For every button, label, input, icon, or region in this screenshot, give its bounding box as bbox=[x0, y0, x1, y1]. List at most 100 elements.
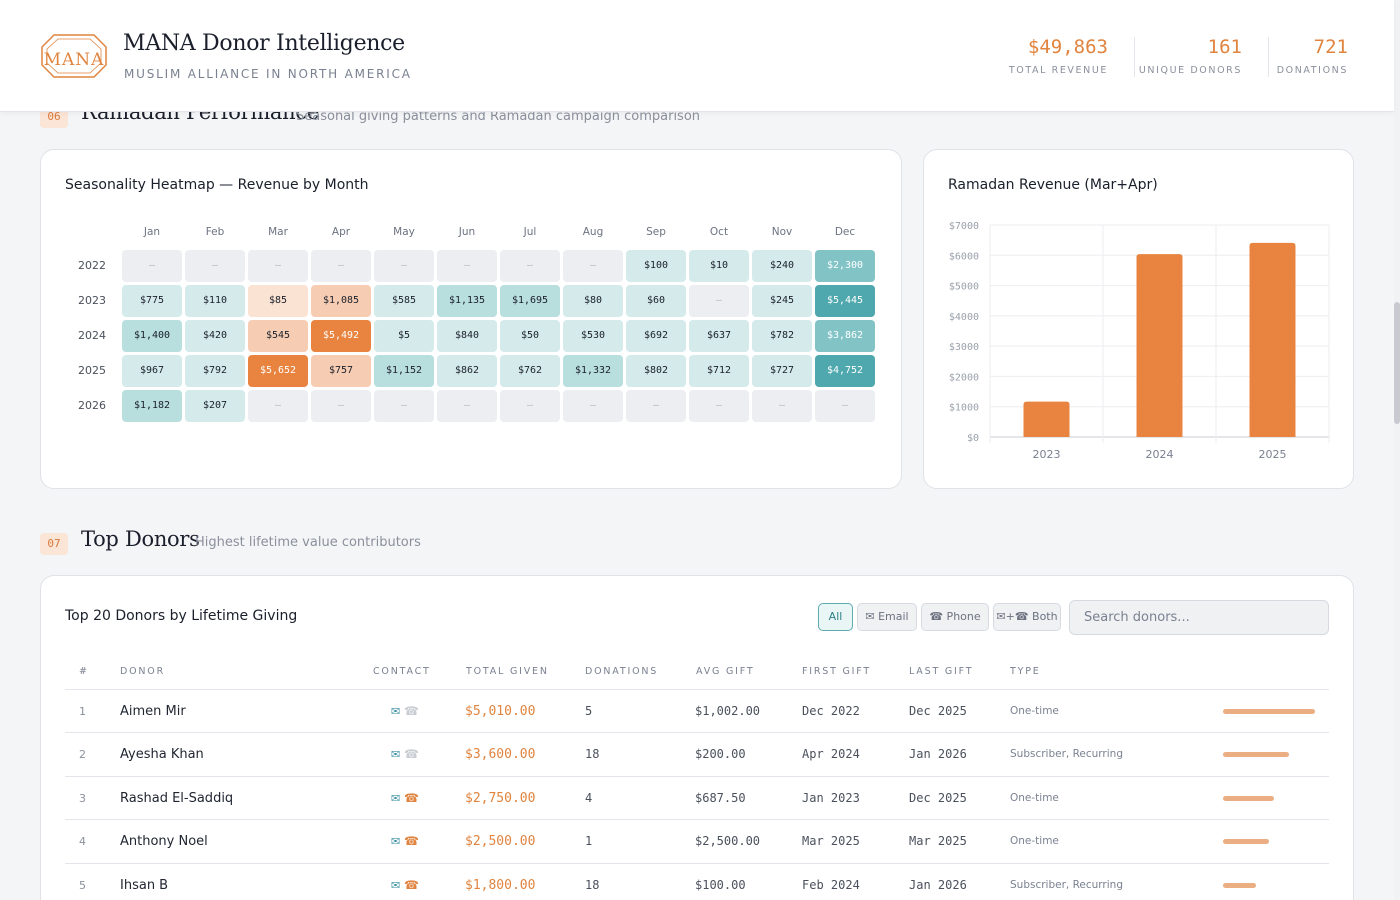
donor-name[interactable]: Ayesha Khan bbox=[120, 747, 204, 763]
heatmap-month-label: Apr bbox=[331, 226, 351, 238]
heatmap-cell: $967 bbox=[122, 355, 182, 387]
lifetime-share-bar bbox=[1223, 709, 1315, 714]
col-header-donor[interactable]: DONOR bbox=[120, 666, 165, 677]
donor-table-row[interactable]: 3 Rashad El-Saddiq ✉ ☎ $2,750.00 4 $687.50 Jan… bbox=[65, 775, 1329, 820]
kpi-donations: 721 DONATIONS bbox=[1277, 36, 1348, 76]
donor-total-given: $5,010.00 bbox=[465, 704, 536, 719]
y-tick-label: $0 bbox=[967, 433, 979, 444]
donor-name[interactable]: Anthony Noel bbox=[120, 834, 208, 850]
donor-type: One-time bbox=[1010, 791, 1059, 804]
lifetime-share-bar bbox=[1223, 882, 1256, 888]
app-header: MANA MANA Donor Intelligence MUSLIM ALLI… bbox=[0, 0, 1394, 112]
y-tick-label: $6000 bbox=[949, 251, 979, 262]
phone-icon: ☎ bbox=[400, 747, 419, 762]
heatmap-cell: $757 bbox=[311, 355, 371, 387]
donor-name[interactable]: Rashad El-Saddiq bbox=[120, 790, 234, 806]
donor-name[interactable]: Aimen Mir bbox=[120, 704, 186, 719]
heatmap-cell: $100 bbox=[626, 250, 686, 282]
donor-table-row[interactable]: 1 Aimen Mir ✉ ☎ $5,010.00 5 $1,002.00 Dec 2022… bbox=[65, 689, 1329, 732]
filter-phone-button[interactable]: ☎ Phone bbox=[921, 603, 989, 631]
heatmap-cell: $240 bbox=[752, 250, 812, 282]
scrollbar-thumb[interactable] bbox=[1394, 302, 1400, 424]
kpi-value: 721 bbox=[1313, 36, 1348, 58]
heatmap-cell: $802 bbox=[626, 355, 686, 387]
page-scrollbar[interactable] bbox=[1394, 0, 1400, 900]
kpi-divider bbox=[1268, 37, 1269, 77]
donor-donation-count: 4 bbox=[585, 790, 593, 805]
heatmap-cell: $545 bbox=[248, 320, 308, 352]
x-tick-label: 2025 bbox=[1259, 448, 1287, 461]
donor-last-gift: Mar 2025 bbox=[909, 834, 967, 849]
col-header-last-gift[interactable]: LAST GIFT bbox=[909, 666, 974, 677]
mail-icon: ✉ bbox=[391, 705, 401, 718]
donor-avg-gift: $1,002.00 bbox=[695, 704, 761, 718]
heatmap-cell: $50 bbox=[500, 320, 560, 352]
search-donors-input[interactable]: Search donors... bbox=[1069, 600, 1329, 635]
lifetime-share-bar bbox=[1223, 752, 1289, 758]
app-subtitle: MUSLIM ALLIANCE IN NORTH AMERICA bbox=[124, 67, 412, 81]
donor-contact: ✉ ☎ bbox=[391, 777, 419, 820]
heatmap-cell: — bbox=[374, 250, 434, 282]
donor-name[interactable]: Ihsan B bbox=[120, 877, 169, 893]
heatmap-cell: — bbox=[437, 390, 497, 422]
x-tick-label: 2024 bbox=[1146, 448, 1174, 461]
heatmap-cell: $245 bbox=[752, 285, 812, 317]
donor-last-gift: Jan 2026 bbox=[909, 747, 967, 762]
col-header-contact: CONTACT bbox=[373, 666, 431, 677]
heatmap-cell: — bbox=[689, 390, 749, 422]
donor-contact: ✉ ☎ bbox=[391, 820, 419, 863]
top-donors-title: Top 20 Donors by Lifetime Giving bbox=[65, 608, 298, 624]
kpi-label: DONATIONS bbox=[1276, 65, 1348, 76]
col-header-total-given[interactable]: TOTAL GIVEN bbox=[466, 666, 549, 677]
filter-all-button[interactable]: All bbox=[818, 603, 853, 631]
heatmap-year-label: 2022 bbox=[78, 259, 106, 272]
col-header-avg-gift[interactable]: AVG GIFT bbox=[696, 666, 755, 677]
heatmap-month-label: Jan bbox=[143, 226, 161, 238]
heatmap-cell: $207 bbox=[185, 390, 245, 422]
y-tick-label: $2000 bbox=[949, 372, 979, 383]
heatmap-cell: $585 bbox=[374, 285, 434, 317]
donor-total-given: $3,600.00 bbox=[465, 747, 536, 763]
donor-type: One-time bbox=[1010, 705, 1059, 717]
heatmap-month-label: Aug bbox=[582, 226, 604, 238]
heatmap-cell: $1,135 bbox=[437, 285, 497, 317]
kpi-divider bbox=[1134, 37, 1135, 77]
donor-type: Subscriber, Recurring bbox=[1010, 748, 1123, 761]
heatmap-cell: $840 bbox=[437, 320, 497, 352]
heatmap-cell: — bbox=[500, 250, 560, 282]
heatmap-year-label: 2023 bbox=[78, 294, 106, 307]
heatmap-cell: — bbox=[311, 390, 371, 422]
heatmap-cell: $1,152 bbox=[374, 355, 434, 387]
donor-table-row[interactable]: 5 Ihsan B ✉ ☎ $1,800.00 18 $100.00 Feb 2024 Jan… bbox=[65, 862, 1329, 900]
section-description: Seasonal giving patterns and Ramadan cam… bbox=[296, 109, 701, 124]
heatmap-cell: $1,400 bbox=[122, 320, 182, 352]
filter-email-button[interactable]: ✉ Email bbox=[857, 603, 917, 631]
donor-table-row[interactable]: 4 Anthony Noel ✉ ☎ $2,500.00 1 $2,500.00 Mar 2… bbox=[65, 819, 1329, 862]
donor-rank: 4 bbox=[79, 835, 86, 849]
heatmap-month-label: Jul bbox=[523, 226, 537, 238]
donor-last-gift: Dec 2025 bbox=[909, 790, 967, 805]
heatmap-cell: — bbox=[374, 390, 434, 422]
kpi-value: $49,863 bbox=[1027, 36, 1108, 58]
ramadan-chart-card: Ramadan Revenue (Mar+Apr) $0 $1000 $2000 $3… bbox=[923, 149, 1354, 489]
col-header-rank: # bbox=[79, 666, 89, 677]
app-title: MANA Donor Intelligence bbox=[123, 31, 405, 56]
col-header-first-gift[interactable]: FIRST GIFT bbox=[802, 666, 871, 677]
heatmap-cell: $5,445 bbox=[815, 285, 875, 317]
donor-first-gift: Mar 2025 bbox=[802, 834, 860, 849]
heatmap-month-label: Oct bbox=[709, 226, 729, 238]
donor-first-gift: Apr 2024 bbox=[802, 747, 860, 762]
donor-donation-count: 1 bbox=[585, 834, 593, 849]
heatmap-year-label: 2024 bbox=[78, 329, 106, 342]
phone-icon: ☎ bbox=[400, 704, 419, 718]
heatmap-cell: $5,492 bbox=[311, 320, 371, 352]
heatmap-cell: $2,300 bbox=[815, 250, 875, 282]
donor-contact: ✉ ☎ bbox=[391, 733, 419, 776]
col-header-donations[interactable]: DONATIONS bbox=[585, 666, 659, 677]
filter-both-button[interactable]: ✉+☎ Both bbox=[993, 603, 1061, 631]
col-header-type[interactable]: TYPE bbox=[1010, 666, 1041, 677]
donor-type: One-time bbox=[1010, 835, 1059, 848]
mail-icon: ✉ bbox=[391, 878, 401, 892]
donor-donation-count: 18 bbox=[585, 877, 600, 892]
donor-table-row[interactable]: 2 Ayesha Khan ✉ ☎ $3,600.00 18 $200.00 Apr 202… bbox=[65, 732, 1329, 775]
